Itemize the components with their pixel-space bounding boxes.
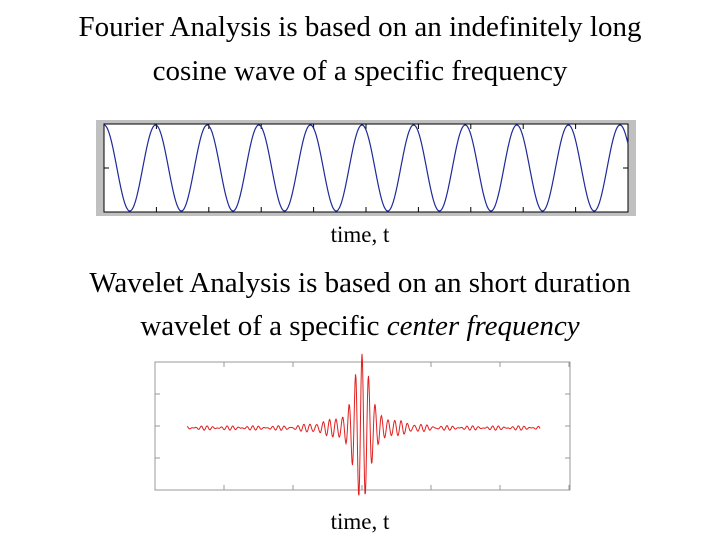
- wavelet-title: wavelet of a specific center frequency: [0, 309, 720, 343]
- fourier-title: Fourier Analysis is based on an indefini…: [78, 11, 642, 43]
- x-axis-label: time, t: [330, 509, 390, 534]
- ticks: [154, 361, 570, 491]
- x-axis-label: time, t: [330, 222, 390, 247]
- wavelet-title: Wavelet Analysis is based on an short du…: [89, 267, 631, 299]
- fourier-title: cosine wave of a specific frequency: [152, 55, 568, 87]
- ticks: [103, 124, 629, 212]
- title-text: wavelet of a specific: [140, 310, 380, 342]
- cosine-wave: [103, 124, 629, 212]
- title-emphasis: center frequency: [386, 310, 580, 342]
- plot-area: [103, 123, 629, 213]
- wavelet-wave: [186, 353, 541, 496]
